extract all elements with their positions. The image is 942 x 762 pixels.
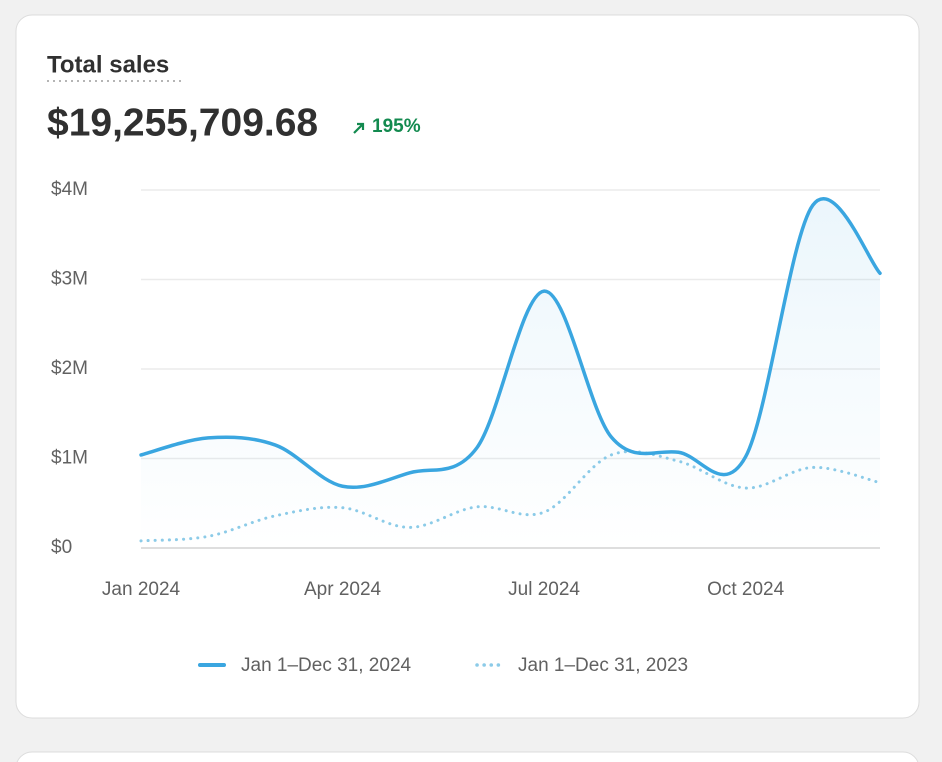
y-tick-label: $4M	[51, 179, 88, 200]
y-tick-label: $2M	[51, 358, 88, 379]
y-tick-label: $3M	[51, 269, 88, 290]
up-arrow	[353, 122, 365, 134]
x-tick-label: Oct 2024	[707, 579, 785, 600]
y-tick-label: $0	[51, 537, 72, 558]
legend-label: Jan 1–Dec 31, 2023	[518, 655, 688, 676]
card-title[interactable]: Total sales	[47, 51, 169, 78]
chart: $0 $1M $2M $3M $4M Jan 2024 Apr 2024 Jul 2024 Oc…	[51, 179, 882, 676]
x-tick-label: Apr 2024	[304, 579, 382, 600]
next-card	[16, 751, 919, 762]
change-value: 195%	[372, 116, 421, 137]
y-tick-label: $1M	[51, 448, 88, 469]
x-tick-label: Jan 2024	[102, 579, 181, 600]
legend-label: Jan 1–Dec 31, 2024	[241, 655, 412, 676]
x-tick-label: Jul 2024	[508, 579, 580, 600]
line	[139, 197, 882, 489]
total-value: $19,255,709.68	[47, 101, 318, 144]
